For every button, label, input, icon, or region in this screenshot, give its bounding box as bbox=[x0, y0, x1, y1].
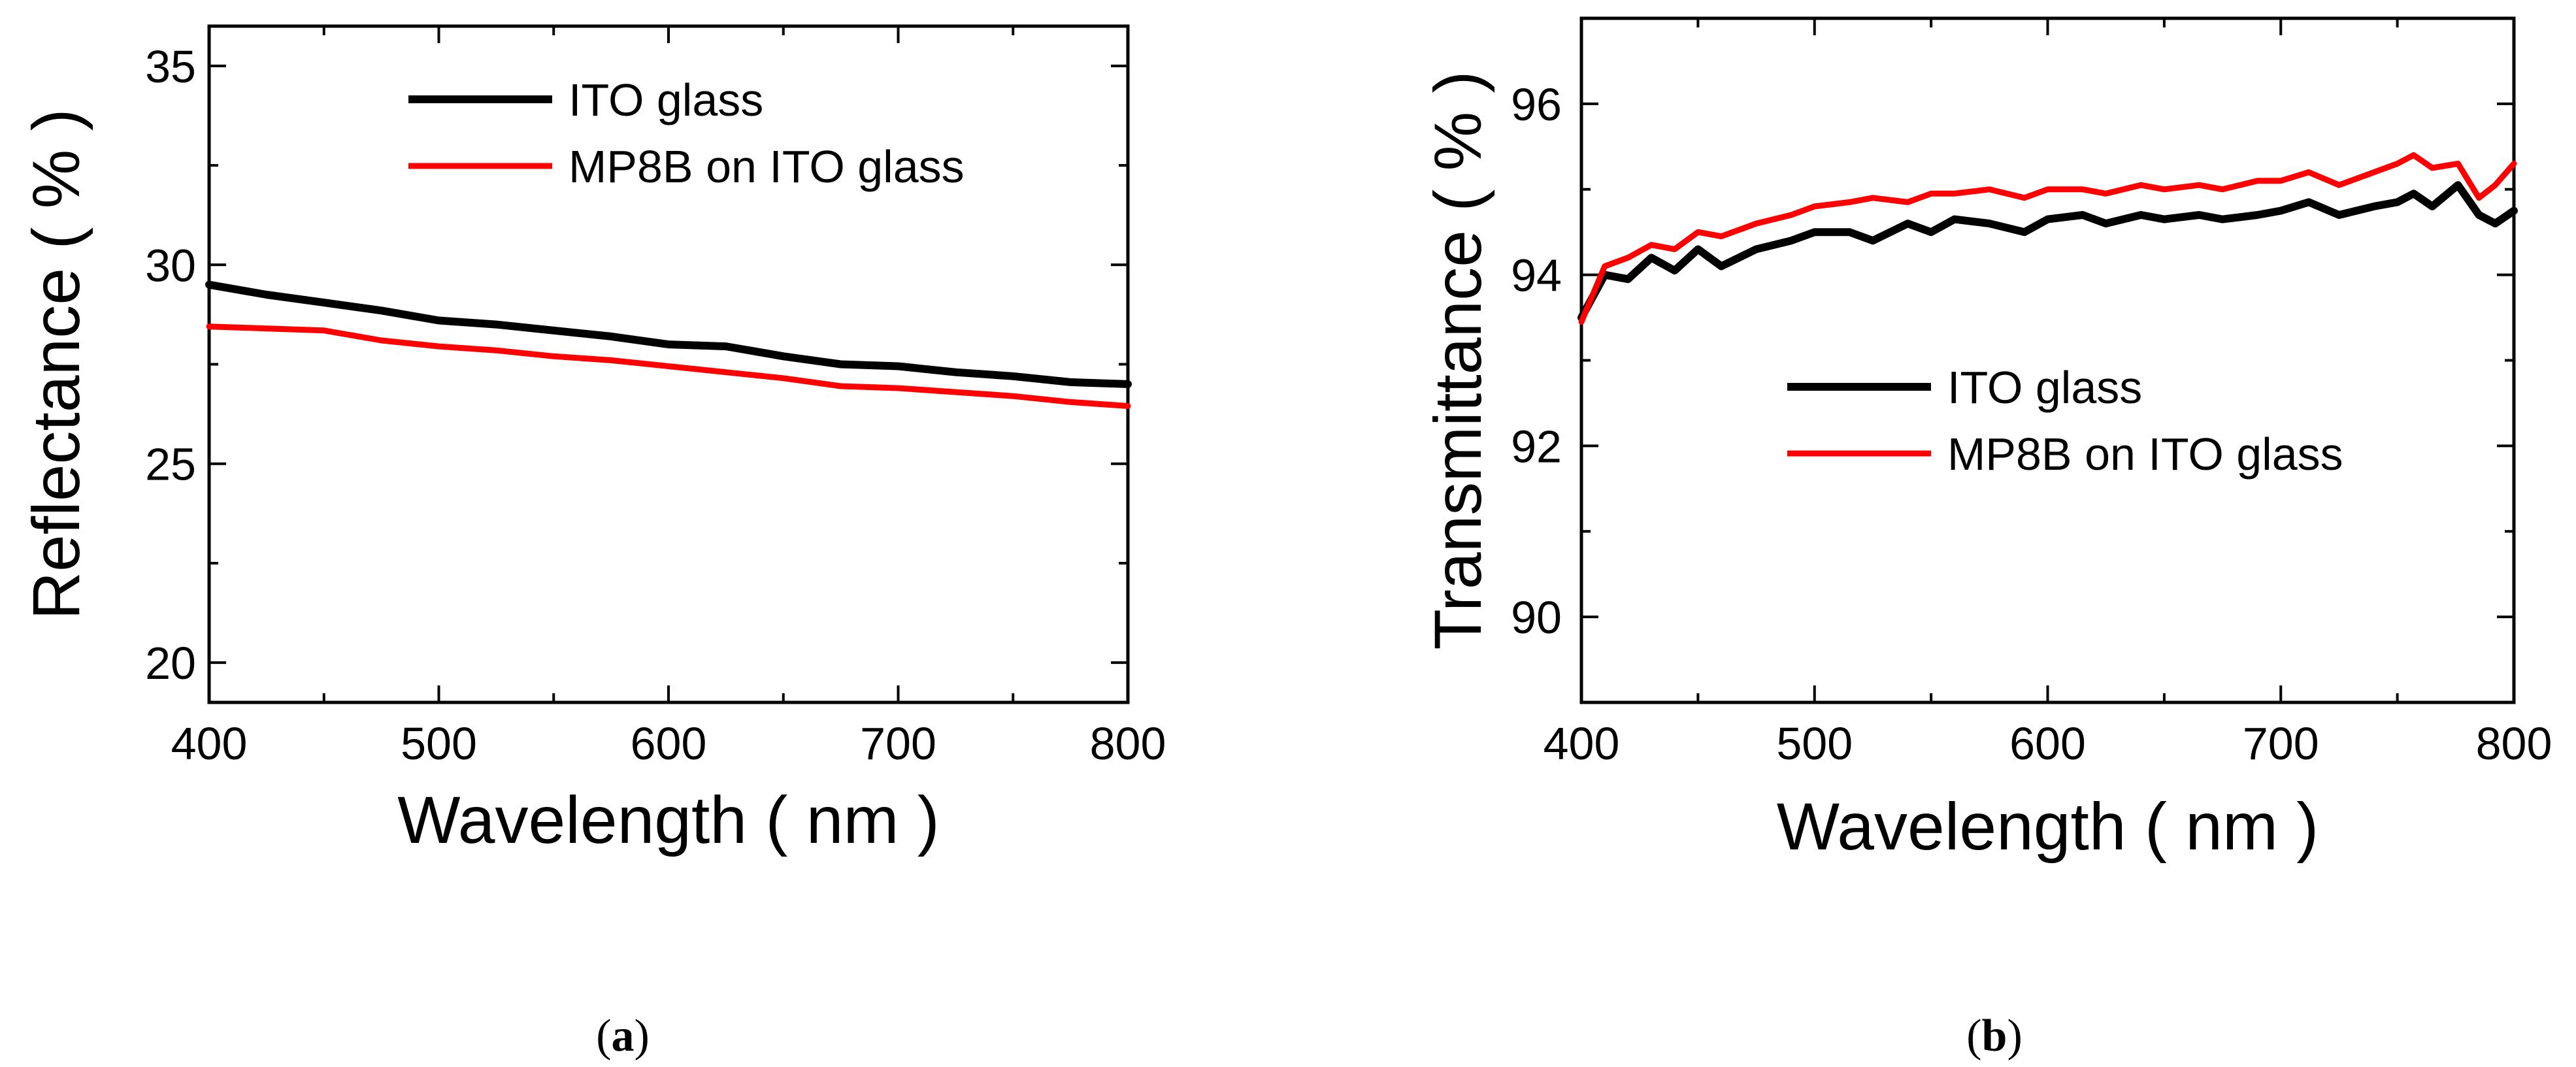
chart-panel-a: 400 500 600 700 800 20 25 30 35 Wavelength ( nm )… bbox=[19, 24, 1166, 1061]
x-tick-label: 800 bbox=[1090, 718, 1166, 769]
y-tick-label: 35 bbox=[145, 41, 196, 92]
legend-label: ITO glass bbox=[569, 74, 763, 125]
y-axis-label: Reflectance ( % ) bbox=[19, 108, 93, 619]
x-axis-label: Wavelength ( nm ) bbox=[1777, 789, 2319, 864]
panel-label-paren-close: ) bbox=[2007, 1011, 2022, 1061]
x-tick-label: 700 bbox=[2243, 718, 2319, 769]
legend-label: MP8B on ITO glass bbox=[1947, 429, 2343, 480]
plot-frame bbox=[1579, 16, 2516, 704]
x-tick-label: 500 bbox=[401, 718, 477, 769]
legend: ITO glass MP8B on ITO glass bbox=[1787, 362, 2343, 480]
series-line-ito-glass bbox=[205, 280, 1132, 388]
y-tick-label: 94 bbox=[1511, 250, 1562, 301]
series-line-ito-glass bbox=[1577, 181, 2518, 322]
chart-panel-b: 400 500 600 700 800 90 92 94 96 Wavelength ( nm )… bbox=[1421, 16, 2552, 1061]
y-tick-label: 96 bbox=[1511, 79, 1562, 130]
y-axis-label: Transmittance ( % ) bbox=[1421, 71, 1495, 649]
panel-label-letter: a bbox=[612, 1011, 635, 1061]
x-tick-label: 400 bbox=[171, 718, 248, 769]
legend-label: MP8B on ITO glass bbox=[569, 141, 965, 192]
panel-label-letter: b bbox=[1982, 1011, 2007, 1061]
panel-label-paren-close: ) bbox=[635, 1011, 650, 1061]
x-tick-label: 800 bbox=[2476, 718, 2552, 769]
panel-label: (a) bbox=[596, 1011, 650, 1061]
panel-label-paren-open: ( bbox=[596, 1011, 611, 1061]
x-tick-label: 600 bbox=[2009, 718, 2086, 769]
y-tick-label: 90 bbox=[1511, 592, 1562, 643]
x-tick-label: 700 bbox=[860, 718, 936, 769]
legend: ITO glass MP8B on ITO glass bbox=[408, 74, 965, 192]
panel-label: (b) bbox=[1966, 1011, 2023, 1061]
x-tick-label: 400 bbox=[1544, 718, 1620, 769]
y-tick-label: 20 bbox=[145, 638, 196, 689]
legend-label: ITO glass bbox=[1947, 362, 2142, 413]
x-tick-label: 500 bbox=[1776, 718, 1853, 769]
series-line-mp8b-on-ito-glass bbox=[206, 323, 1131, 409]
y-tick-label: 25 bbox=[145, 439, 196, 490]
y-tick-label: 30 bbox=[145, 240, 196, 291]
x-tick-label: 600 bbox=[631, 718, 707, 769]
series-line-mp8b-on-ito-glass bbox=[1578, 152, 2517, 325]
y-tick-label: 92 bbox=[1511, 421, 1562, 472]
panel-label-paren-open: ( bbox=[1966, 1011, 1981, 1061]
x-axis-label: Wavelength ( nm ) bbox=[397, 783, 940, 857]
